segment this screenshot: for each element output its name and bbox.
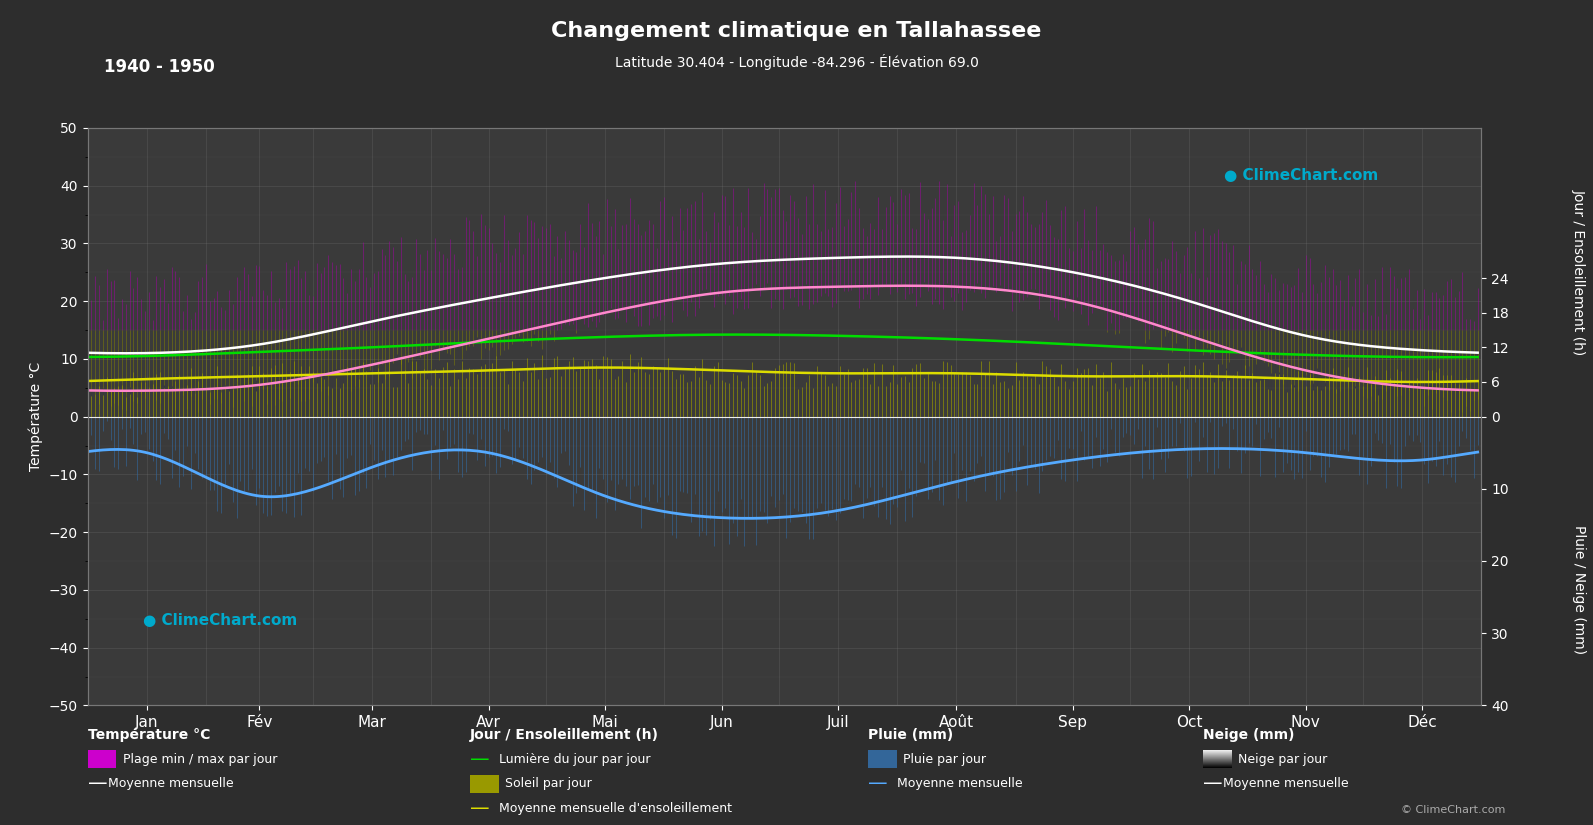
Text: Pluie (mm): Pluie (mm): [868, 728, 954, 742]
Y-axis label: Température °C: Température °C: [29, 362, 43, 471]
Text: Température °C: Température °C: [88, 728, 210, 742]
Text: —: —: [470, 799, 489, 818]
Text: Neige par jour: Neige par jour: [1238, 752, 1327, 766]
Text: 1940 - 1950: 1940 - 1950: [104, 58, 215, 76]
Text: Pluie / Neige (mm): Pluie / Neige (mm): [1572, 526, 1587, 654]
Text: —: —: [1203, 774, 1222, 794]
Text: Moyenne mensuelle: Moyenne mensuelle: [108, 777, 234, 790]
Text: © ClimeChart.com: © ClimeChart.com: [1400, 805, 1505, 815]
Text: —: —: [88, 774, 107, 794]
Text: Moyenne mensuelle: Moyenne mensuelle: [1223, 777, 1349, 790]
Text: Lumière du jour par jour: Lumière du jour par jour: [499, 752, 650, 766]
Text: Jour / Ensoleillement (h): Jour / Ensoleillement (h): [1572, 189, 1587, 356]
Text: —: —: [470, 749, 489, 769]
Text: Moyenne mensuelle: Moyenne mensuelle: [897, 777, 1023, 790]
Text: Moyenne mensuelle d'ensoleillement: Moyenne mensuelle d'ensoleillement: [499, 802, 731, 815]
Text: Pluie par jour: Pluie par jour: [903, 752, 986, 766]
Text: ● ClimeChart.com: ● ClimeChart.com: [143, 613, 298, 628]
Text: Neige (mm): Neige (mm): [1203, 728, 1294, 742]
Text: —: —: [868, 774, 887, 794]
Text: Plage min / max par jour: Plage min / max par jour: [123, 752, 277, 766]
Text: ● ClimeChart.com: ● ClimeChart.com: [1223, 168, 1378, 183]
Text: Latitude 30.404 - Longitude -84.296 - Élévation 69.0: Latitude 30.404 - Longitude -84.296 - Él…: [615, 54, 978, 69]
Text: Soleil par jour: Soleil par jour: [505, 777, 591, 790]
Text: Jour / Ensoleillement (h): Jour / Ensoleillement (h): [470, 728, 660, 742]
Text: Changement climatique en Tallahassee: Changement climatique en Tallahassee: [551, 21, 1042, 40]
